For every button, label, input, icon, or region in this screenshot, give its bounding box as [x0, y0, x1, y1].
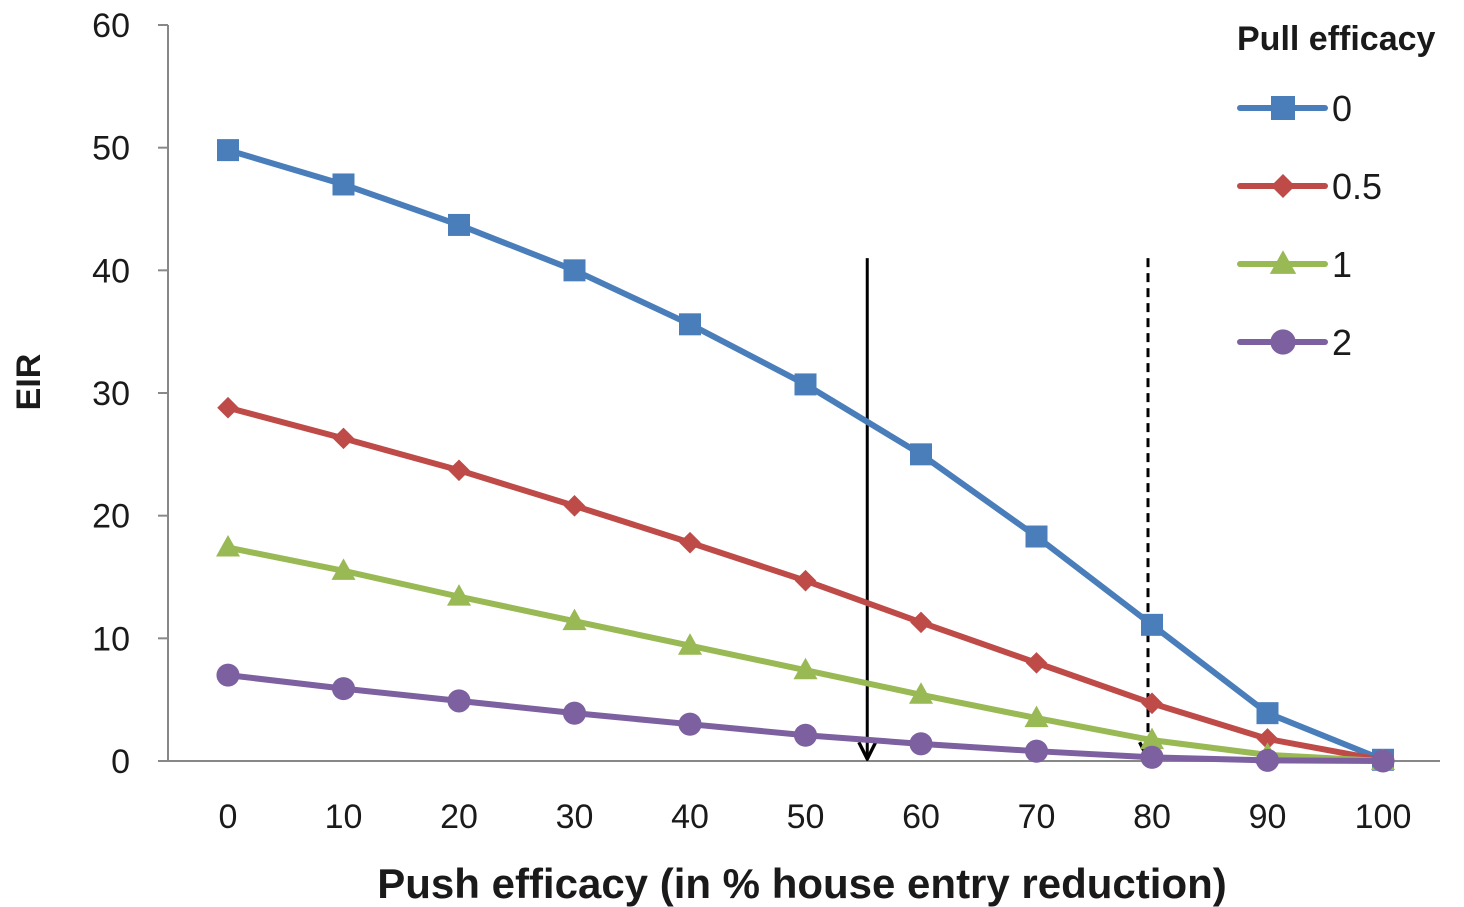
data-point-diamond: [217, 396, 239, 419]
y-tick-label: 10: [92, 620, 130, 658]
data-point-triangle: [562, 608, 587, 631]
y-tick-label: 60: [92, 7, 130, 45]
y-tick-label: 0: [111, 743, 130, 781]
x-tick-label: 60: [902, 798, 940, 836]
y-tick-label: 30: [92, 375, 130, 413]
data-point-circle: [1255, 748, 1280, 772]
data-point-circle: [331, 677, 356, 701]
series-0-5: [217, 396, 1394, 772]
legend-label: 1: [1332, 244, 1352, 285]
legend-item-0-5: 0.5: [1237, 166, 1382, 207]
x-tick-label: 50: [787, 798, 825, 836]
x-tick-label: 20: [440, 798, 478, 836]
legend-title: Pull efficacy: [1237, 20, 1436, 58]
legend-item-0: 0: [1237, 88, 1352, 129]
legend-label: 0.5: [1332, 166, 1382, 207]
data-point-triangle: [1140, 727, 1164, 750]
data-point-square: [910, 443, 932, 466]
data-point-diamond: [448, 459, 470, 482]
series-0: [217, 139, 1394, 771]
data-point-diamond: [794, 569, 817, 592]
data-point-square: [1271, 96, 1295, 120]
x-tick-label: 80: [1133, 798, 1171, 836]
y-tick-label: 40: [92, 252, 130, 290]
data-point-square: [332, 173, 355, 196]
data-point-triangle: [216, 535, 240, 557]
data-point-diamond: [679, 531, 701, 554]
x-tick-label: 70: [1018, 798, 1056, 836]
legend-label: 2: [1332, 322, 1352, 363]
data-point-triangle: [1024, 705, 1049, 728]
data-point-square: [679, 313, 701, 336]
series-2: [216, 663, 1395, 773]
y-tick-label: 20: [92, 498, 130, 536]
x-tick-label: 30: [556, 798, 594, 836]
data-point-diamond: [1025, 652, 1048, 674]
legend-item-1: 1: [1237, 244, 1352, 285]
data-point-diamond: [332, 427, 355, 450]
data-point-square: [563, 259, 586, 282]
x-tick-label: 10: [325, 798, 363, 836]
y-axis-title: EIR: [10, 354, 48, 411]
data-point-diamond: [1256, 728, 1279, 750]
data-point-diamond: [563, 495, 586, 517]
data-point-diamond: [910, 611, 932, 634]
data-point-square: [217, 139, 239, 162]
y-tick-label: 50: [92, 130, 130, 168]
data-point-triangle: [909, 682, 933, 704]
data-point-triangle: [793, 657, 818, 680]
x-tick-label: 90: [1249, 798, 1287, 836]
data-point-circle: [1140, 745, 1164, 769]
x-tick-label: 0: [219, 798, 238, 836]
legend-label: 0: [1332, 88, 1352, 129]
data-point-circle: [1270, 329, 1296, 355]
data-point-circle: [562, 701, 587, 725]
data-point-triangle: [331, 558, 356, 580]
data-point-circle: [793, 723, 818, 747]
data-point-circle: [909, 732, 933, 756]
x-tick-label: 100: [1355, 798, 1412, 836]
data-point-triangle: [1269, 250, 1297, 274]
x-axis-title: Push efficacy (in % house entry reductio…: [377, 860, 1227, 907]
legend-item-2: 2: [1237, 322, 1352, 363]
data-point-square: [1141, 613, 1163, 636]
data-point-square: [794, 373, 817, 396]
data-point-diamond: [1271, 174, 1295, 198]
x-tick-label: 40: [671, 798, 709, 836]
data-point-circle: [1371, 749, 1395, 773]
data-point-triangle: [678, 633, 702, 655]
data-point-square: [1025, 525, 1048, 548]
data-point-square: [1256, 702, 1279, 725]
data-point-circle: [1024, 739, 1049, 763]
data-point-circle: [216, 663, 240, 687]
data-point-square: [448, 213, 470, 236]
data-point-triangle: [447, 584, 471, 606]
data-point-diamond: [1141, 692, 1163, 715]
data-point-circle: [678, 712, 702, 736]
data-point-circle: [447, 689, 471, 713]
